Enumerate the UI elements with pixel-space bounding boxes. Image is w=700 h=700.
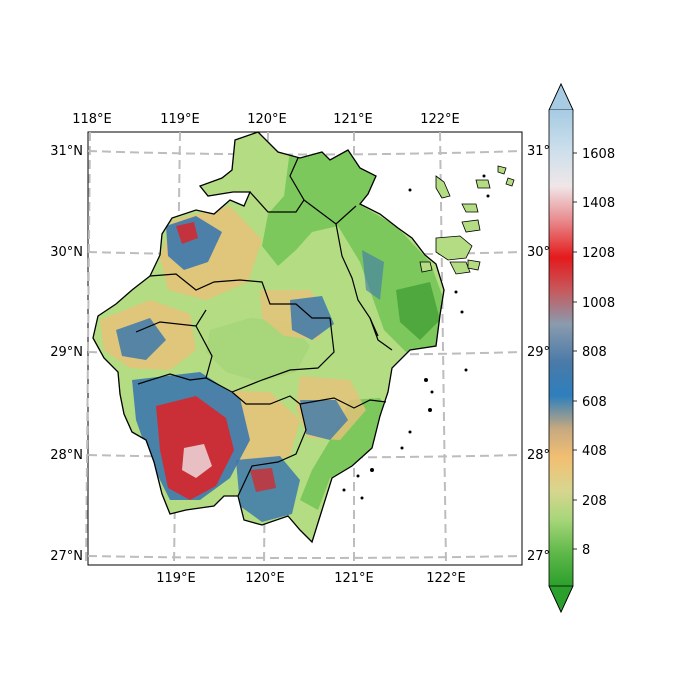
lat-label-right: 30° <box>527 245 550 260</box>
lat-label-left: 31°N <box>50 144 83 159</box>
colorbar-tick-label: 408 <box>582 444 607 459</box>
islet-3 <box>486 194 490 198</box>
lat-label-right: 31° <box>527 144 550 159</box>
islet-10 <box>400 446 404 450</box>
lon-label-top: 121°E <box>333 112 373 127</box>
island-4 <box>435 175 451 199</box>
parallel-27 <box>87 555 523 559</box>
boundary-huzhou <box>249 157 305 213</box>
islet-13 <box>360 496 364 500</box>
islet-12 <box>356 474 360 478</box>
colorbar-ticks <box>573 152 577 550</box>
islet-1 <box>408 188 412 192</box>
colorbar-extend-top <box>548 83 574 111</box>
colorbar-tick-label: 1608 <box>582 147 615 162</box>
lat-label-left: 30°N <box>50 245 83 260</box>
lon-label-top: 122°E <box>420 112 460 127</box>
island-3 <box>461 219 481 233</box>
coastal-plain <box>300 398 392 510</box>
colorbar-tick-label: 8 <box>582 543 590 558</box>
parallel-31 <box>87 150 523 156</box>
lon-label-top: 119°E <box>160 112 200 127</box>
mountain-east <box>300 400 348 440</box>
island-7 <box>497 165 507 175</box>
meridian-122 <box>439 131 447 566</box>
lon-label-bottom: 120°E <box>245 571 285 586</box>
lat-label-left: 27°N <box>50 549 83 564</box>
peak-summit <box>182 444 212 478</box>
lon-labels-top: 118°E 119°E 120°E 121°E 122°E <box>72 112 460 127</box>
lat-label-right: 28° <box>527 448 550 463</box>
lat-label-left: 28°N <box>50 448 83 463</box>
colorbar-tick-labels: 8 208 408 608 808 1008 1208 1408 1608 <box>582 147 615 558</box>
colorbar-tick-label: 608 <box>582 395 607 410</box>
lat-labels-left: 31°N 30°N 29°N 28°N 27°N <box>50 144 83 564</box>
colorbar-tick-label: 1408 <box>582 196 615 211</box>
coast-lowland <box>396 282 440 340</box>
meridian-118 <box>85 131 91 566</box>
boundary-quzhou-south <box>137 373 207 385</box>
islet-11 <box>370 468 374 472</box>
island-10 <box>419 261 433 273</box>
island-5 <box>461 203 479 213</box>
islet-8 <box>428 408 432 412</box>
islet-5 <box>460 310 464 314</box>
colorbar-tick-label: 1008 <box>582 296 615 311</box>
island-zhoushan <box>435 235 473 261</box>
colorbar-gradient <box>549 110 573 586</box>
peak-nw <box>176 222 198 244</box>
zhoushan-islands <box>419 165 515 275</box>
mountain-west <box>116 318 166 360</box>
islet-6 <box>424 378 428 382</box>
lon-labels-bottom: 119°E 120°E 121°E 122°E <box>156 571 466 586</box>
island-8 <box>505 177 515 187</box>
boundary-ningbo <box>369 317 393 351</box>
boundary-lishui <box>231 391 307 497</box>
boundary-hangzhou-south <box>149 273 330 319</box>
lat-label-right: 27° <box>527 549 550 564</box>
zhejiang-land <box>92 131 515 544</box>
islet-14 <box>342 488 346 492</box>
colorbar-outline <box>548 83 574 613</box>
island-6 <box>475 179 491 189</box>
islet-4 <box>454 290 458 294</box>
boundary-jinhua <box>195 317 335 393</box>
colorbar-extend-bottom <box>548 585 574 613</box>
mountain-ne <box>362 250 384 300</box>
lat-label-left: 29°N <box>50 345 83 360</box>
peak-south <box>250 468 276 492</box>
colorbar-tick-label: 1208 <box>582 246 615 261</box>
southern-islands <box>342 174 490 500</box>
lon-label-bottom: 122°E <box>426 571 466 586</box>
boundary-taizhou <box>299 397 387 409</box>
boundary-quzhou <box>135 309 207 333</box>
islet-9 <box>408 430 412 434</box>
lat-labels-right: 31° 30° 29° 28° 27° <box>527 144 550 564</box>
islet-7 <box>430 390 434 394</box>
prefecture-boundaries <box>135 157 393 497</box>
colorbar-tick-label: 808 <box>582 345 607 360</box>
lat-label-right: 29° <box>527 345 550 360</box>
islet-15 <box>464 368 468 372</box>
colorbar: 8 208 408 608 808 1008 1208 1408 1608 <box>548 83 615 613</box>
lon-label-top: 120°E <box>247 112 287 127</box>
island-2 <box>449 261 471 275</box>
island-9 <box>467 259 481 271</box>
lon-label-top: 118°E <box>72 112 112 127</box>
lon-label-bottom: 119°E <box>156 571 196 586</box>
lon-label-bottom: 121°E <box>334 571 374 586</box>
islet-2 <box>482 174 486 178</box>
colorbar-tick-label: 208 <box>582 494 607 509</box>
